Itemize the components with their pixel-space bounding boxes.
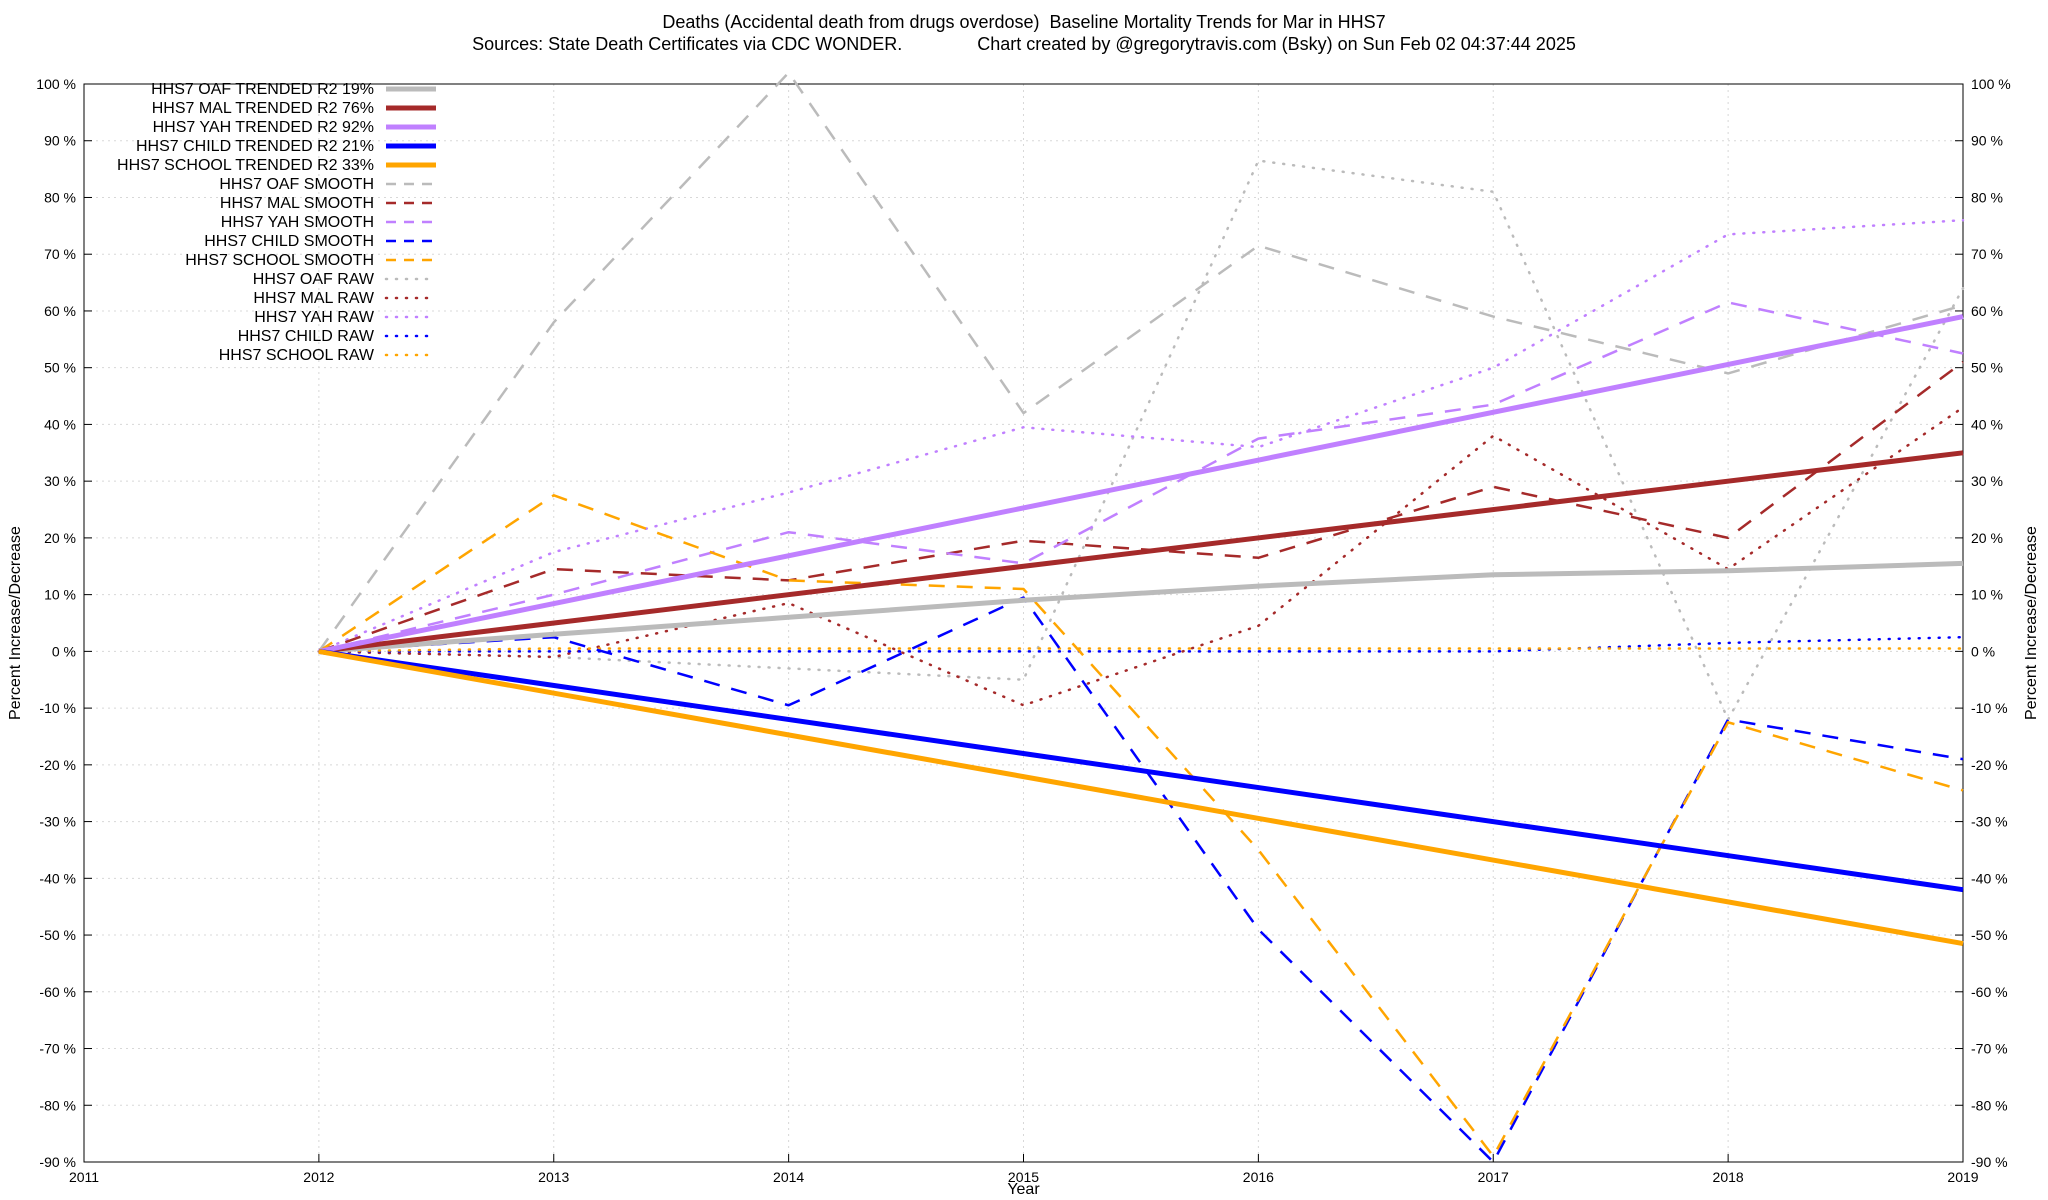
y2-tick-label: 50 %	[1971, 360, 2003, 376]
y-tick-label: -60 %	[39, 984, 76, 1000]
y-tick-label: 80 %	[44, 189, 76, 205]
x-tick-label: 2013	[538, 1169, 569, 1185]
legend-label-6: HHS7 MAL SMOOTH	[220, 195, 374, 212]
series-line-2	[318, 314, 1964, 654]
series-line-13	[317, 635, 1965, 653]
series-line-3	[318, 648, 1964, 893]
y2-tick-label: 10 %	[1971, 587, 2003, 603]
legend-label-13: HHS7 CHILD RAW	[238, 328, 375, 345]
legend-label-1: HHS7 MAL TRENDED R2 76%	[152, 100, 374, 117]
x-tick-label: 2018	[1713, 1169, 1744, 1185]
x-tick-label: 2014	[773, 1169, 804, 1185]
y-tick-label: 100 %	[36, 76, 76, 92]
legend-label-12: HHS7 YAH RAW	[254, 309, 375, 326]
y-axis-left: -90 % -80 % -70 % -60 % -50 % -40 % -30 % -20 %…	[36, 76, 92, 1170]
y-tick-label: 30 %	[44, 473, 76, 489]
series-line-14	[317, 647, 1965, 653]
chart-title: Deaths (Accidental death from drugs over…	[662, 12, 1386, 32]
legend-label-0: HHS7 OAF TRENDED R2 19%	[151, 81, 374, 98]
y2-tick-label: -50 %	[1971, 927, 2008, 943]
y-tick-label: 10 %	[44, 587, 76, 603]
y2-tick-label: -80 %	[1971, 1097, 2008, 1113]
series-line-8	[318, 596, 1964, 1164]
y-tick-label: 20 %	[44, 530, 76, 546]
y-tick-label: -10 %	[39, 700, 76, 716]
y-tick-label: -80 %	[39, 1097, 76, 1113]
series-line-4	[318, 648, 1964, 947]
legend-label-4: HHS7 SCHOOL TRENDED R2 33%	[117, 157, 374, 174]
x-tick-label: 2016	[1243, 1169, 1274, 1185]
y-axis-right: -90 % -80 % -70 % -60 % -50 % -40 % -30 % -20 %…	[1955, 76, 2011, 1170]
y-tick-label: 50 %	[44, 360, 76, 376]
y2-tick-label: -10 %	[1971, 700, 2008, 716]
y2-tick-label: 60 %	[1971, 303, 2003, 319]
y2-tick-label: -90 %	[1971, 1154, 2008, 1170]
y-axis-label: Percent Increase/Decrease	[7, 526, 24, 720]
series-group	[317, 71, 1965, 1164]
legend-label-11: HHS7 MAL RAW	[253, 290, 375, 307]
y2-tick-label: 40 %	[1971, 416, 2003, 432]
y2-tick-label: 100 %	[1971, 76, 2011, 92]
x-axis-label: Year	[1007, 1181, 1040, 1198]
series-line-11	[317, 406, 1965, 707]
y-tick-label: -40 %	[39, 870, 76, 886]
legend-label-7: HHS7 YAH SMOOTH	[221, 214, 374, 231]
y-tick-label: -30 %	[39, 814, 76, 830]
y2-tick-label: 90 %	[1971, 133, 2003, 149]
y-tick-label: 0 %	[52, 643, 76, 659]
x-tick-label: 2017	[1478, 1169, 1509, 1185]
series-line-10	[317, 159, 1965, 721]
y-tick-label: 60 %	[44, 303, 76, 319]
series-line-9	[318, 494, 1964, 1158]
y-tick-label: 70 %	[44, 246, 76, 262]
y2-tick-label: -30 %	[1971, 814, 2008, 830]
y-tick-label: -90 %	[39, 1154, 76, 1170]
legend-label-2: HHS7 YAH TRENDED R2 92%	[153, 119, 374, 136]
x-tick-label: 2019	[1947, 1169, 1978, 1185]
legend-label-8: HHS7 CHILD SMOOTH	[204, 233, 374, 250]
y-tick-label: -50 %	[39, 927, 76, 943]
y2-tick-label: 70 %	[1971, 246, 2003, 262]
legend-label-5: HHS7 OAF SMOOTH	[219, 176, 374, 193]
y2-tick-label: -40 %	[1971, 870, 2008, 886]
series-line-12	[317, 218, 1965, 653]
series-line-6	[318, 360, 1964, 653]
legend-label-14: HHS7 SCHOOL RAW	[219, 347, 375, 364]
series-line-1	[318, 450, 1964, 654]
y2-tick-label: 30 %	[1971, 473, 2003, 489]
y2-tick-label: -60 %	[1971, 984, 2008, 1000]
y2-tick-label: -70 %	[1971, 1041, 2008, 1057]
x-axis: 2011 2012 2013 2014 2015 2016 2017 2018 2019	[69, 1154, 1979, 1185]
series-line-5	[317, 71, 1964, 653]
y-tick-label: -20 %	[39, 757, 76, 773]
legend-label-10: HHS7 OAF RAW	[253, 271, 375, 288]
legend-label-3: HHS7 CHILD TRENDED R2 21%	[136, 138, 374, 155]
y2-tick-label: 20 %	[1971, 530, 2003, 546]
legend: HHS7 OAF TRENDED R2 19% HHS7 MAL TRENDED …	[117, 81, 438, 364]
y2-tick-label: 80 %	[1971, 189, 2003, 205]
chart-subtitle: Sources: State Death Certificates via CD…	[472, 34, 1576, 54]
y2-tick-label: 0 %	[1971, 643, 1995, 659]
y2-axis-label: Percent Increase/Decrease	[2023, 526, 2040, 720]
series-line-7	[318, 301, 1964, 653]
series-line-0	[318, 560, 1964, 654]
y-tick-label: -70 %	[39, 1041, 76, 1057]
x-tick-label: 2011	[69, 1169, 99, 1185]
y-tick-label: 40 %	[44, 416, 76, 432]
x-tick-label: 2012	[303, 1169, 334, 1185]
y2-tick-label: -20 %	[1971, 757, 2008, 773]
x-tick-label: 2015	[1008, 1169, 1039, 1185]
y-tick-label: 90 %	[44, 133, 76, 149]
legend-label-9: HHS7 SCHOOL SMOOTH	[185, 252, 374, 269]
